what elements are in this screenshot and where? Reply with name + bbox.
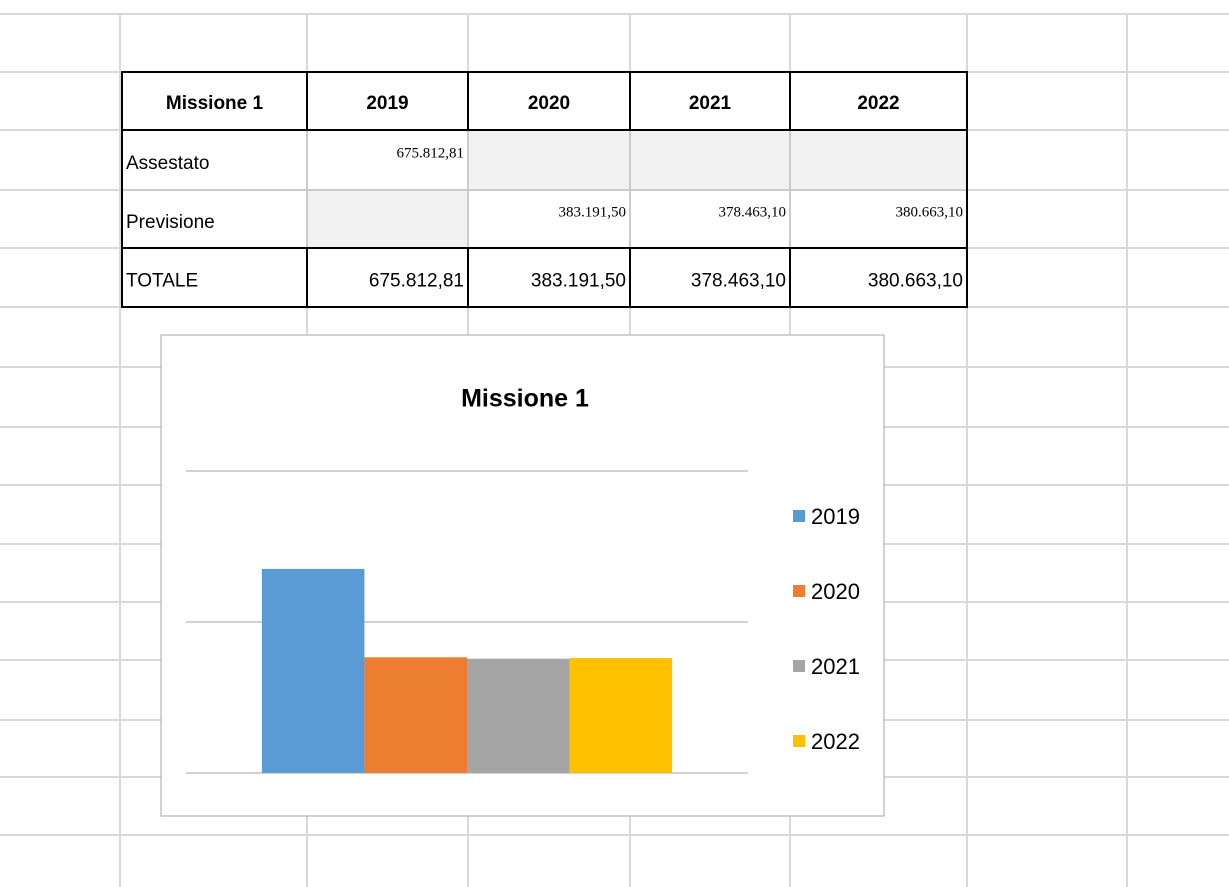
empty-cell: [631, 131, 789, 189]
header-cell: 2021: [689, 93, 732, 114]
value-cell: 378.463,10: [719, 204, 787, 220]
chart-title: Missione 1: [461, 385, 589, 413]
bar: [467, 658, 570, 773]
header-cell: Missione 1: [166, 93, 264, 114]
header-cell: 2022: [857, 93, 899, 114]
empty-cell: [308, 191, 467, 247]
empty-cell: [791, 131, 966, 189]
total-cell: 675.812,81: [369, 271, 464, 292]
value-cell: 380.663,10: [896, 204, 964, 220]
value-cell: 675.812,81: [397, 145, 465, 161]
legend-label: 2020: [811, 579, 860, 604]
bar: [569, 658, 673, 773]
bar: [261, 568, 365, 773]
legend-swatch: [793, 660, 805, 672]
total-cell: 378.463,10: [691, 271, 786, 292]
header-cell: 2020: [528, 93, 570, 114]
total-cell: 383.191,50: [531, 271, 626, 292]
legend-label: 2019: [811, 504, 860, 529]
legend-swatch: [793, 585, 805, 597]
row-label: Assestato: [126, 153, 209, 174]
legend-label: 2022: [811, 729, 860, 754]
value-cell: 383.191,50: [559, 204, 627, 220]
empty-cell: [469, 131, 629, 189]
legend-swatch: [793, 510, 805, 522]
total-cell: 380.663,10: [868, 271, 963, 292]
chart: Missione 1 2019 2020 2021 2022: [160, 334, 885, 817]
header-cell: 2019: [366, 93, 408, 114]
row-label: TOTALE: [126, 271, 198, 292]
legend-label: 2021: [811, 654, 860, 679]
legend-swatch: [793, 735, 805, 747]
bar: [364, 657, 467, 773]
data-table: Missione 1 2019 2020 2021 2022 Assestato 675.8…: [121, 71, 968, 308]
row-label: Previsione: [126, 212, 215, 233]
